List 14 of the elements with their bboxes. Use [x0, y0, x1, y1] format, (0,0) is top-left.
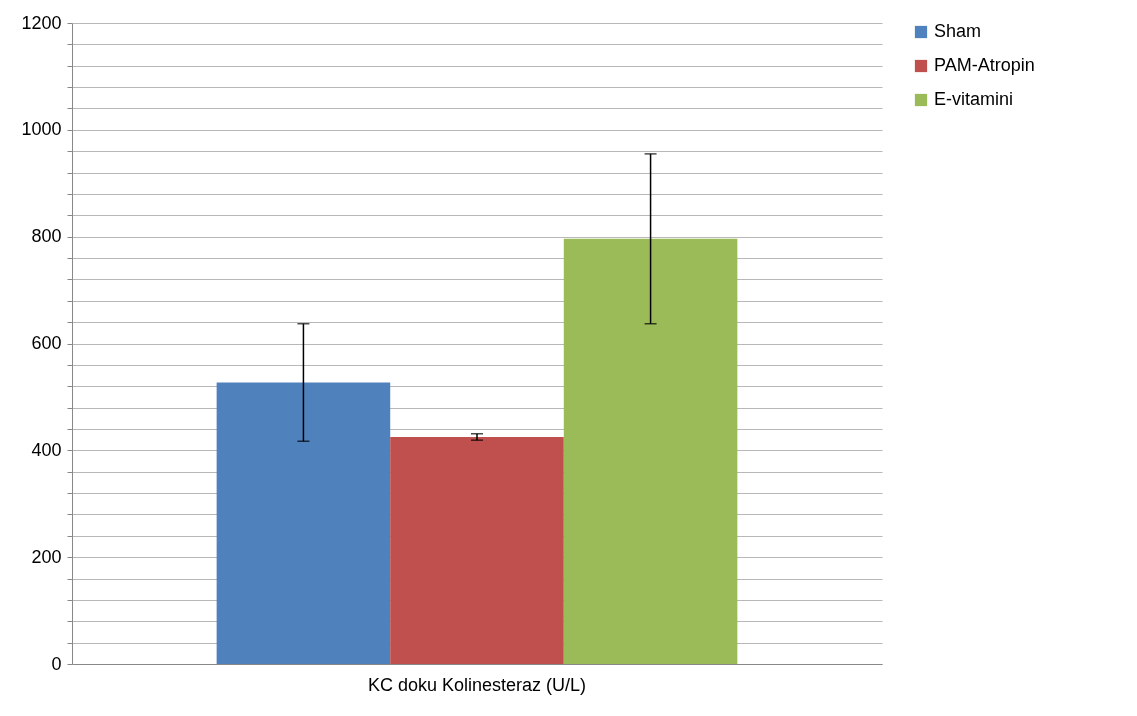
legend-label: PAM-Atropin — [934, 55, 1035, 75]
y-tick-label: 600 — [31, 333, 62, 353]
bar — [390, 436, 564, 664]
y-tick-label: 400 — [31, 439, 62, 460]
legend-label: E-vitamini — [934, 89, 1014, 109]
legend-label: Sham — [934, 21, 982, 41]
y-tick-label: 0 — [51, 653, 62, 674]
y-tick-label: 800 — [31, 226, 62, 247]
y-tick-label: 200 — [31, 546, 62, 567]
x-tick-label: KC doku Kolinesteraz (U/L) — [367, 674, 587, 695]
y-tick-label: 1200 — [21, 12, 62, 33]
bar — [563, 238, 738, 664]
bar — [216, 382, 391, 664]
y-tick-label: 1000 — [21, 119, 62, 140]
